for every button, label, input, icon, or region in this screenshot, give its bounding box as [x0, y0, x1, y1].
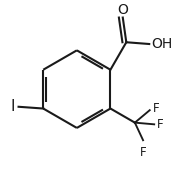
Text: F: F [140, 145, 146, 159]
Text: I: I [11, 99, 15, 114]
Text: F: F [152, 102, 159, 115]
Text: OH: OH [151, 37, 172, 51]
Text: F: F [157, 118, 163, 131]
Text: O: O [117, 3, 128, 17]
